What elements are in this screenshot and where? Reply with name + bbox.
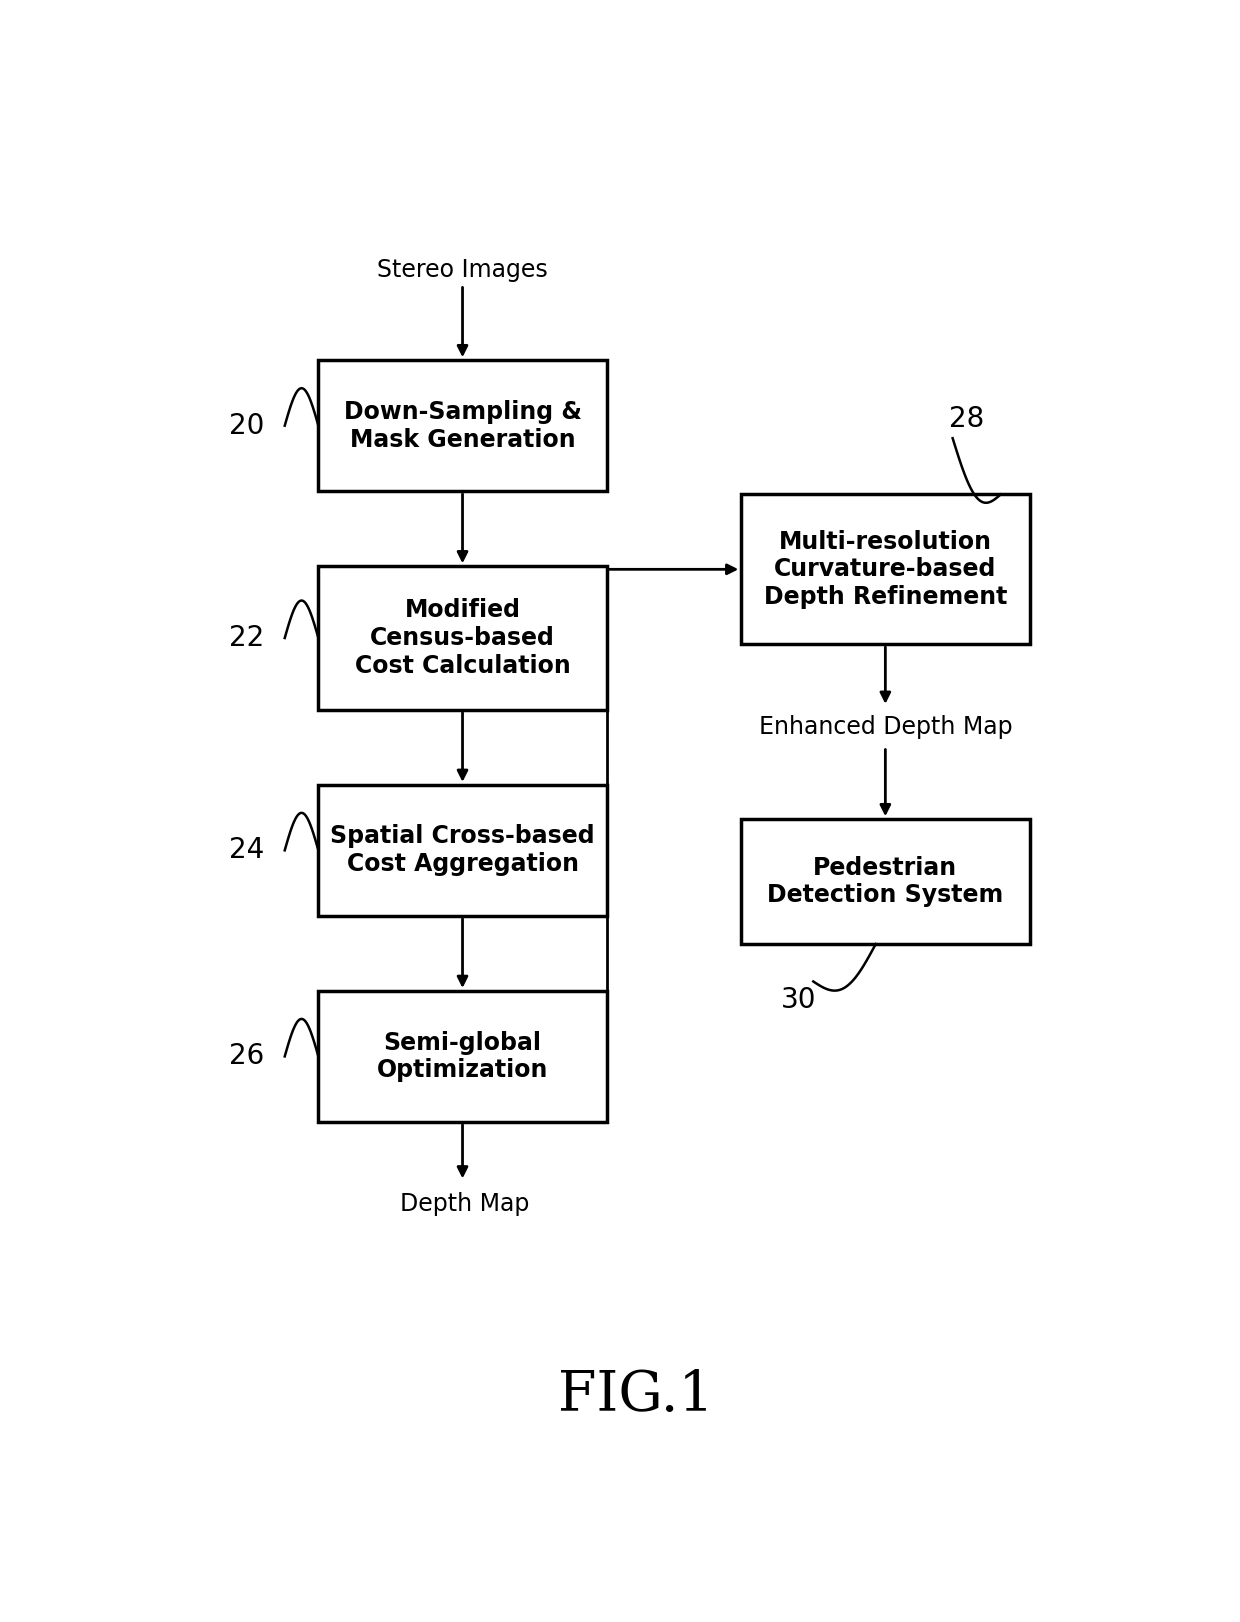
Text: Pedestrian
Detection System: Pedestrian Detection System	[768, 856, 1003, 907]
Text: 20: 20	[228, 412, 264, 440]
Text: 26: 26	[228, 1043, 264, 1071]
Text: 28: 28	[950, 406, 985, 433]
Text: Modified
Census-based
Cost Calculation: Modified Census-based Cost Calculation	[355, 599, 570, 678]
Text: Stereo Images: Stereo Images	[377, 258, 548, 282]
Bar	[319, 566, 606, 710]
Text: Enhanced Depth Map: Enhanced Depth Map	[759, 715, 1012, 738]
Text: FIG.1: FIG.1	[558, 1369, 713, 1424]
Text: Semi-global
Optimization: Semi-global Optimization	[377, 1030, 548, 1082]
Bar	[742, 819, 1029, 944]
Bar	[319, 785, 606, 916]
Text: 22: 22	[228, 624, 264, 652]
Bar	[319, 360, 606, 491]
Text: 30: 30	[781, 986, 817, 1014]
Text: Multi-resolution
Curvature-based
Depth Refinement: Multi-resolution Curvature-based Depth R…	[764, 529, 1007, 610]
Text: Depth Map: Depth Map	[401, 1192, 529, 1216]
Text: 24: 24	[228, 837, 264, 865]
Text: Down-Sampling &
Mask Generation: Down-Sampling & Mask Generation	[343, 399, 582, 451]
Text: Spatial Cross-based
Cost Aggregation: Spatial Cross-based Cost Aggregation	[330, 824, 595, 876]
Bar	[319, 991, 606, 1122]
Bar	[742, 495, 1029, 644]
